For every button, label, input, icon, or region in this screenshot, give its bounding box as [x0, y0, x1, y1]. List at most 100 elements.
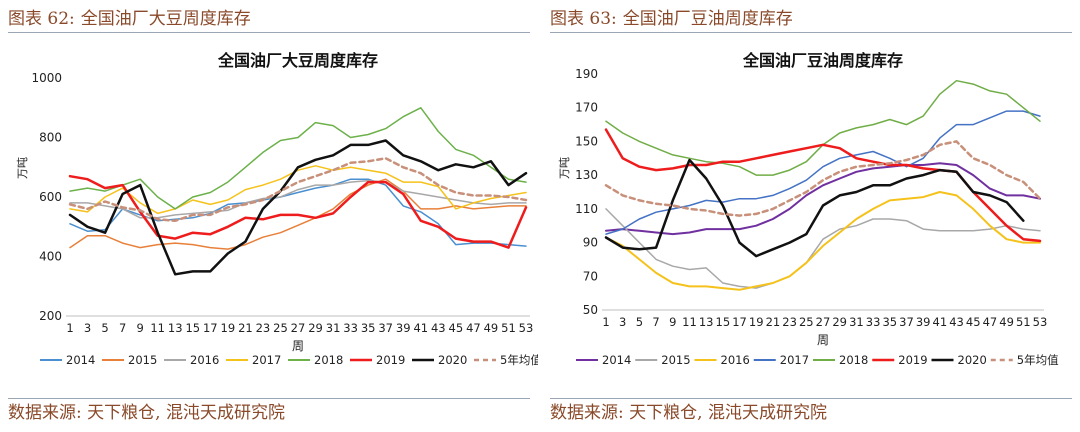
x-tick-label: 37: [899, 315, 914, 329]
x-tick-label: 37: [378, 321, 393, 335]
x-tick-label: 1: [602, 315, 609, 329]
legend-label: 2015: [661, 353, 690, 367]
figure-63: 图表 63: 全国油厂豆油周度库存 全国油厂豆油周度库存 50 70 90 110 130 1…: [550, 0, 1080, 432]
legend-label: 2016: [190, 353, 219, 367]
chart-title: 全国油厂豆油周度库存: [742, 51, 903, 70]
x-tick-label: 7: [119, 321, 126, 335]
x-tick-label: 3: [619, 315, 626, 329]
x-tick-label: 39: [916, 315, 931, 329]
series-line-2017: [605, 110, 1041, 235]
x-tick-label: 39: [396, 321, 411, 335]
legend-label: 2014: [602, 353, 631, 367]
figure-label: 图表 62:: [8, 9, 75, 29]
x-tick-label: 7: [652, 315, 659, 329]
x-tick-label: 29: [832, 315, 847, 329]
x-tick-label: 13: [168, 321, 183, 335]
chart-title: 全国油厂大豆周度库存: [217, 51, 378, 70]
x-tick-label: 21: [238, 321, 253, 335]
x-tick-label: 41: [413, 321, 428, 335]
x-tick-label: 41: [933, 315, 948, 329]
series-line-2016: [605, 191, 1041, 291]
x-tick-label: 25: [799, 315, 814, 329]
x-tick-label: 53: [1033, 315, 1048, 329]
x-tick-label: 35: [882, 315, 897, 329]
x-tick-label: 11: [150, 321, 165, 335]
x-tick-label: 19: [221, 321, 236, 335]
series-line-2015: [69, 178, 527, 250]
figure-62: 图表 62: 全国油厂大豆周度库存 全国油厂大豆周度库存 200 400 600 800 1…: [8, 0, 538, 432]
legend-label: 2016: [721, 353, 750, 367]
legend-label: 5年均值: [1017, 353, 1059, 367]
x-tick-label: 27: [816, 315, 831, 329]
legend-label: 2018: [314, 353, 343, 367]
x-tick-label: 23: [256, 321, 271, 335]
series-line-2020: [604, 158, 1025, 258]
y-axis-label: 万吨: [558, 157, 571, 179]
x-tick-label: 19: [749, 315, 764, 329]
series-line-2018: [605, 79, 1041, 176]
x-tick-label: 43: [431, 321, 446, 335]
x-tick-label: 9: [669, 315, 676, 329]
x-tick-label: 45: [966, 315, 981, 329]
legend-label: 2019: [376, 353, 405, 367]
series-line-2015: [605, 208, 1041, 289]
x-tick-label: 31: [849, 315, 864, 329]
x-tick-label: 11: [682, 315, 697, 329]
y-tick-label: 600: [39, 190, 62, 204]
y-tick-label: 400: [39, 250, 62, 264]
x-tick-label: 25: [273, 321, 288, 335]
legend-label: 2020: [438, 353, 467, 367]
legend-label: 2017: [252, 353, 281, 367]
y-tick-label: 110: [575, 202, 598, 216]
x-tick-label: 29: [308, 321, 323, 335]
x-tick-label: 3: [84, 321, 91, 335]
y-tick-label: 150: [575, 134, 598, 148]
figure-source: 数据来源: 天下粮仓, 混沌天成研究院: [550, 398, 1072, 425]
legend-label: 2014: [66, 353, 95, 367]
legend-label: 2018: [839, 353, 868, 367]
figure-title: 全国油厂大豆周度库存: [80, 9, 251, 29]
y-tick-label: 130: [575, 168, 598, 182]
y-tick-label: 170: [575, 101, 598, 115]
x-tick-label: 5: [101, 321, 108, 335]
x-tick-label: 33: [866, 315, 881, 329]
y-axis-label: 万吨: [16, 157, 29, 179]
x-tick-label: 47: [983, 315, 998, 329]
x-axis-label: 周: [817, 333, 829, 347]
series-line-2018: [69, 107, 527, 210]
x-tick-label: 15: [185, 321, 200, 335]
figure-header: 图表 62: 全国油厂大豆周度库存: [8, 6, 530, 33]
x-tick-label: 23: [782, 315, 797, 329]
x-tick-label: 13: [699, 315, 714, 329]
x-tick-label: 27: [291, 321, 306, 335]
x-tick-label: 45: [449, 321, 464, 335]
series-line-2020: [68, 139, 528, 276]
y-tick-label: 800: [39, 131, 62, 145]
x-tick-label: 49: [999, 315, 1014, 329]
x-tick-label: 17: [203, 321, 218, 335]
x-tick-label: 5: [636, 315, 643, 329]
x-tick-label: 47: [466, 321, 481, 335]
legend-label: 2015: [128, 353, 157, 367]
x-tick-label: 9: [136, 321, 143, 335]
y-tick-label: 50: [583, 303, 598, 317]
series-line-2014: [69, 178, 527, 247]
figure-title: 全国油厂豆油周度库存: [622, 9, 793, 29]
x-tick-label: 51: [501, 321, 516, 335]
x-axis-label: 周: [292, 339, 304, 353]
y-tick-label: 90: [583, 236, 598, 250]
x-tick-label: 53: [519, 321, 534, 335]
series-line-5年均值: [68, 157, 528, 223]
x-tick-label: 35: [361, 321, 376, 335]
x-tick-label: 49: [484, 321, 499, 335]
x-tick-label: 31: [326, 321, 341, 335]
series-line-2017: [69, 165, 527, 215]
x-tick-label: 21: [766, 315, 781, 329]
x-tick-label: 33: [343, 321, 358, 335]
series-line-5年均值: [604, 140, 1042, 217]
legend-label: 2020: [958, 353, 987, 367]
y-tick-label: 70: [583, 269, 598, 283]
x-tick-label: 1: [66, 321, 73, 335]
x-tick-label: 51: [1016, 315, 1031, 329]
